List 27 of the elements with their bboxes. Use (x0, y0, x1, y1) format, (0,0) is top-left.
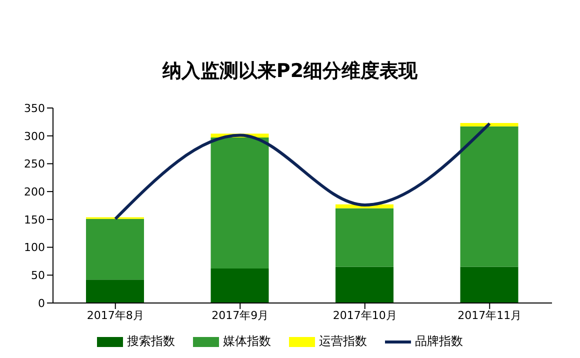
bar (210, 268, 269, 303)
y-tick-label: 50 (31, 269, 45, 282)
chart-title: 纳入监测以来P2细分维度表现 (161, 59, 419, 84)
legend-label: 运营指数 (319, 333, 367, 350)
y-tick-label: 300 (24, 130, 45, 143)
x-tick-label: 2017年10月 (332, 308, 397, 322)
legend-label: 搜索指数 (127, 333, 175, 350)
y-tick-label: 350 (24, 102, 45, 115)
line-series (114, 122, 492, 220)
bar (86, 280, 144, 303)
bar (460, 266, 518, 303)
bar (210, 138, 269, 268)
x-tick-label: 2017年11月 (458, 308, 522, 322)
y-tick-label: 200 (24, 185, 45, 198)
legend-label: 品牌指数 (415, 333, 463, 350)
x-tick-label: 2017年9月 (212, 308, 269, 322)
y-tick-label: 250 (24, 158, 45, 171)
bar (336, 208, 394, 267)
legend-label: 媒体指数 (223, 333, 271, 350)
bar (336, 266, 394, 303)
bar (460, 123, 518, 126)
y-tick-label: 0 (38, 296, 45, 310)
y-tick-label: 150 (24, 213, 45, 226)
bar (86, 218, 144, 280)
bar (460, 126, 518, 267)
x-tick-label: 2017年8月 (86, 308, 144, 322)
y-tick-label: 100 (24, 241, 45, 254)
